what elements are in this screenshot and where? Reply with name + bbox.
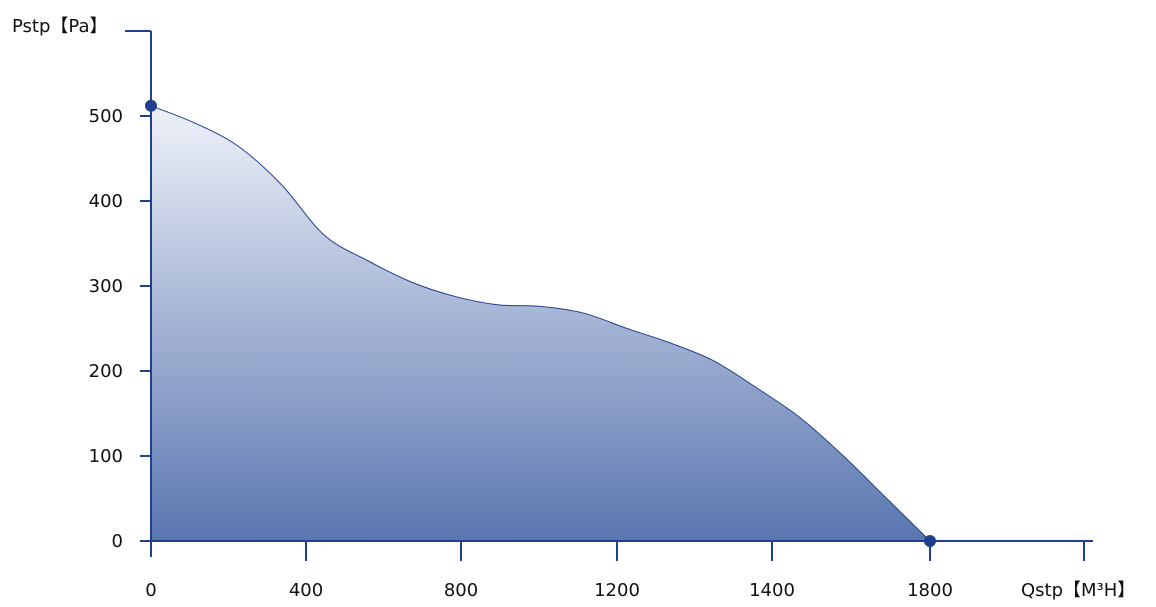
x-axis-title: Qstp【M³H】: [1021, 580, 1135, 601]
x-tick-label: 400: [289, 580, 323, 601]
labels: Pstp【Pa】 Qstp【M³H】 0 400 800 1200 1400 1800 0 1…: [12, 16, 1135, 601]
area-layer: [150, 105, 931, 542]
y-tick-label: 0: [112, 531, 123, 552]
data-point-marker: [145, 99, 157, 112]
axes: [125, 30, 1093, 561]
x-tick-label: 1200: [594, 580, 640, 601]
markers: [145, 99, 936, 547]
x-tick-label: 0: [145, 580, 156, 601]
area-fill: [151, 105, 930, 542]
y-tick-label: 200: [89, 361, 123, 382]
y-tick-label: 500: [89, 106, 123, 127]
y-tick-label: 100: [89, 446, 123, 467]
data-point-marker: [924, 535, 936, 547]
y-tick-label: 300: [89, 276, 123, 297]
x-tick-label: 800: [444, 580, 478, 601]
y-tick-label: 400: [89, 191, 123, 212]
y-axis-title: Pstp【Pa】: [12, 16, 107, 37]
x-tick-label: 1400: [749, 580, 795, 601]
x-tick-label: 1800: [907, 580, 953, 601]
series-line: [150, 105, 931, 542]
